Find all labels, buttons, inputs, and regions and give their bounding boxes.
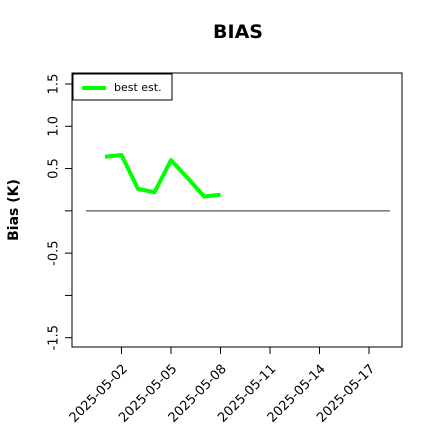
- y-tick-label: -0.5: [47, 240, 62, 265]
- y-axis-label: Bias (K): [6, 179, 22, 241]
- y-tick-label: -1.5: [47, 325, 62, 350]
- data-line: [104, 153, 221, 199]
- legend-label: best est.: [114, 81, 162, 94]
- y-tick-label: 1.5: [47, 74, 62, 95]
- plot-frame: [71, 72, 403, 348]
- y-tick-label: 1.0: [47, 116, 62, 137]
- y-tick-label: 0.5: [47, 158, 62, 179]
- chart-title: BIAS: [213, 21, 263, 43]
